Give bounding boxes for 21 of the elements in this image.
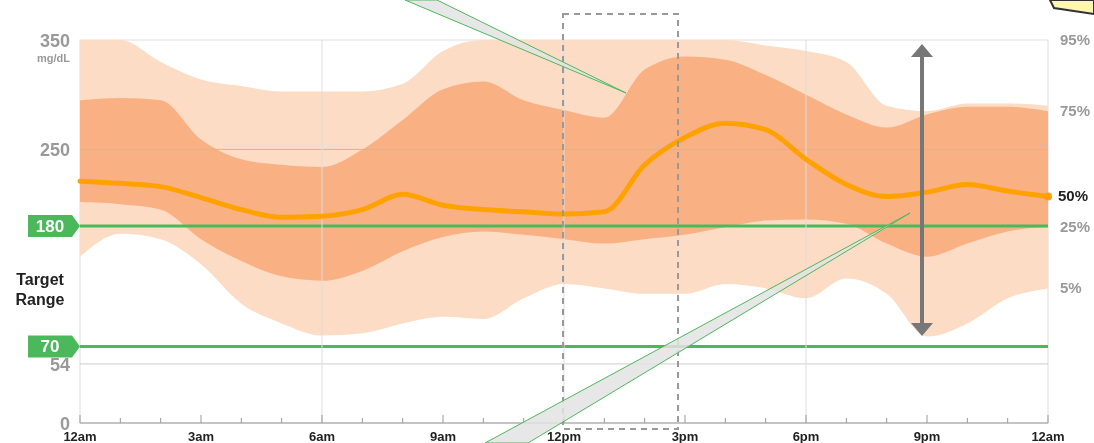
x-tick-label: 12am bbox=[1031, 429, 1065, 443]
text: Target Range bbox=[15, 270, 65, 308]
x-tick-label: 9pm bbox=[913, 429, 941, 443]
text: 95% bbox=[1060, 31, 1091, 48]
y-axis-title: mg/dL bbox=[37, 52, 71, 64]
y-tick-label: 250 bbox=[39, 140, 70, 161]
ref-line-label: 70 bbox=[40, 337, 60, 357]
text: 5% bbox=[1060, 279, 1082, 297]
y-tick-label: 54 bbox=[49, 354, 70, 375]
x-tick-label: 3pm bbox=[671, 429, 699, 443]
x-tick-label: 3am bbox=[187, 429, 215, 443]
y-tick-label: 350 bbox=[39, 31, 70, 51]
x-tick-label: 12pm bbox=[547, 429, 581, 443]
series-label: 50% bbox=[1058, 187, 1089, 205]
text: 75% bbox=[1060, 102, 1091, 120]
text: 25% bbox=[1060, 218, 1091, 236]
x-tick-label: 6am bbox=[308, 429, 336, 443]
x-tick-label: 6pm bbox=[792, 429, 820, 443]
x-tick-label: 9am bbox=[429, 429, 457, 443]
x-tick-label: 12am bbox=[63, 429, 97, 443]
ref-line-label: 180 bbox=[35, 217, 65, 237]
